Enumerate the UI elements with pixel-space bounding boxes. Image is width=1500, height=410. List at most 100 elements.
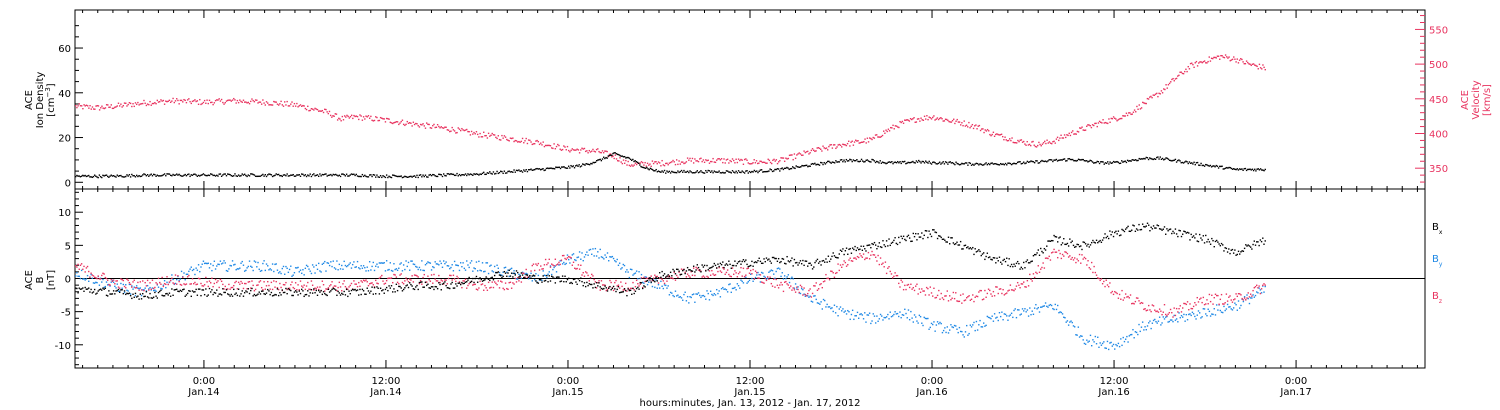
bx-series-point xyxy=(742,259,745,261)
velocity-series-point xyxy=(393,122,395,124)
velocity-series-point xyxy=(985,130,988,132)
by-series-point xyxy=(427,261,429,263)
by-series-point xyxy=(415,265,417,268)
velocity-series-point xyxy=(179,99,182,102)
bx-series-point xyxy=(303,295,305,298)
velocity-series-point xyxy=(92,108,95,110)
bx-series-point xyxy=(83,290,85,293)
density-series-point xyxy=(1033,161,1036,164)
bz-series-point xyxy=(938,289,940,292)
density-series-point xyxy=(746,170,748,172)
by-series-point xyxy=(142,289,144,291)
bx-series-point xyxy=(519,275,521,277)
velocity-series-point xyxy=(242,99,245,101)
bz-series-point xyxy=(435,280,438,282)
velocity-series-point xyxy=(1229,59,1231,62)
bz-series-point xyxy=(373,286,376,288)
density-series-point xyxy=(324,173,326,175)
density-series-point xyxy=(1107,161,1109,163)
bz-series-point xyxy=(214,278,217,281)
density-series-point xyxy=(658,171,661,173)
by-series-point xyxy=(655,279,657,281)
bz-series-point xyxy=(907,283,910,286)
density-series-point xyxy=(314,175,316,177)
velocity-series-point xyxy=(961,122,963,124)
density-series-point xyxy=(644,167,647,169)
bz-series-point xyxy=(1240,294,1242,296)
velocity-series-point xyxy=(926,115,928,117)
by-series-point xyxy=(1042,305,1044,307)
density-series-point xyxy=(1019,161,1021,163)
bz-series-point xyxy=(991,295,993,297)
velocity-series-point xyxy=(899,120,901,123)
density-series-point xyxy=(647,168,649,170)
by-series-point xyxy=(342,268,344,270)
velocity-series-point xyxy=(199,98,201,101)
bz-series-point xyxy=(1217,294,1219,297)
velocity-series-point xyxy=(1004,136,1006,138)
by-series-point xyxy=(593,255,595,257)
by-series-point xyxy=(707,292,709,295)
bx-series-point xyxy=(95,293,97,295)
density-series-point xyxy=(921,160,923,163)
by-series-point xyxy=(865,321,867,323)
bx-series-point xyxy=(705,270,707,272)
by-series-point xyxy=(291,275,293,277)
by-series-point xyxy=(688,302,690,304)
velocity-series-point xyxy=(1223,56,1226,59)
bx-series-point xyxy=(210,291,212,293)
velocity-series-point xyxy=(1258,63,1261,66)
velocity-series-point xyxy=(162,99,165,102)
density-series-point xyxy=(149,174,151,176)
density-series-point xyxy=(712,172,714,174)
time-tick-date: Jan.16 xyxy=(1097,387,1129,398)
density-series-point xyxy=(884,162,886,164)
bz-series-point xyxy=(253,290,256,292)
bz-series-point xyxy=(764,277,766,280)
bz-series-point xyxy=(80,263,83,265)
bz-series-point xyxy=(1220,293,1223,296)
by-series-point xyxy=(734,286,736,289)
velocity-series-point xyxy=(1165,84,1167,86)
density-series-point xyxy=(1010,163,1013,166)
by-series-point xyxy=(842,308,844,310)
by-series-point xyxy=(382,262,384,264)
by-series-point xyxy=(1263,291,1265,293)
velocity-series-point xyxy=(751,162,753,165)
bx-series-point xyxy=(206,295,208,297)
velocity-series-point xyxy=(1070,131,1073,134)
bx-series-point xyxy=(372,293,375,295)
bz-series-point xyxy=(370,282,372,284)
by-series-point xyxy=(729,283,731,285)
by-series-point xyxy=(713,293,715,295)
bz-series-point xyxy=(802,294,804,296)
velocity-series-point xyxy=(553,143,555,145)
by-series-point xyxy=(225,269,228,272)
bz-series-point xyxy=(78,268,80,270)
velocity-series-point xyxy=(575,149,577,151)
by-series-point xyxy=(1229,306,1231,308)
density-series-point xyxy=(550,167,552,169)
bz-series-point xyxy=(526,276,529,278)
by-series-point xyxy=(788,281,791,284)
bz-series xyxy=(75,248,1266,318)
bz-series-point xyxy=(726,269,729,271)
by-series-point xyxy=(572,253,575,255)
velocity-series-point xyxy=(719,159,722,161)
by-series-point xyxy=(847,309,849,312)
bx-series-point xyxy=(183,288,185,290)
density-series-point xyxy=(665,172,667,174)
bz-series-point xyxy=(1253,287,1255,289)
by-series-point xyxy=(815,298,817,301)
bx-series-point xyxy=(395,283,398,286)
by-series-point xyxy=(243,270,246,272)
density-series-point xyxy=(706,171,708,174)
bx-series-point xyxy=(125,293,127,296)
bz-series-point xyxy=(1082,258,1084,260)
by-series-point xyxy=(417,268,419,271)
bx-series-point xyxy=(220,294,223,296)
by-series-point xyxy=(1158,316,1161,318)
density-series-point xyxy=(520,170,523,172)
velocity-series-point xyxy=(1024,143,1026,145)
velocity-series-point xyxy=(705,159,707,161)
